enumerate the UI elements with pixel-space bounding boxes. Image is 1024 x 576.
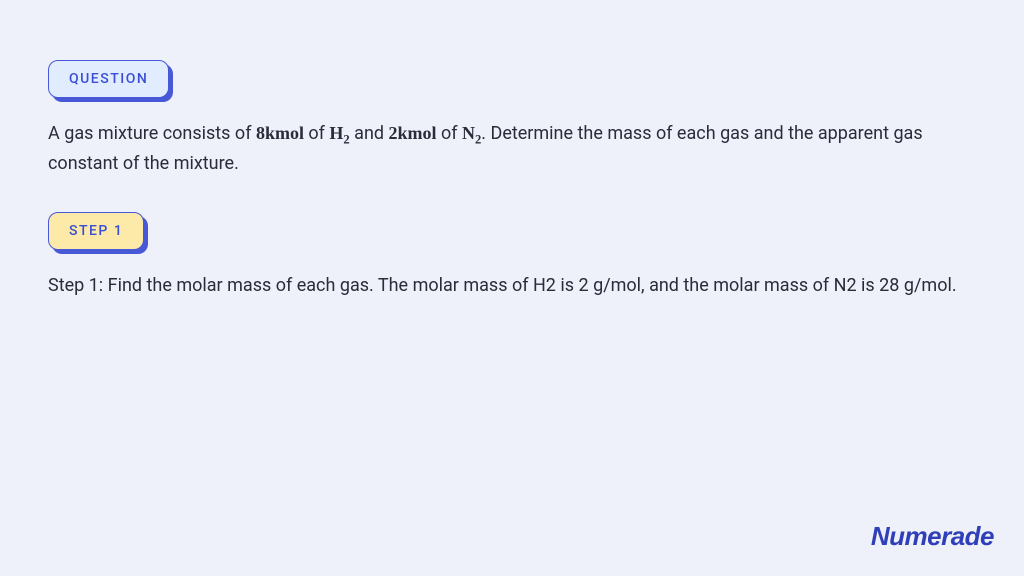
question-gas1-base: H — [329, 123, 343, 143]
numerade-logo: Numerade — [871, 521, 994, 552]
question-of1: of — [304, 123, 329, 144]
question-amt2: 2kmol — [389, 123, 437, 143]
question-of2: of — [437, 123, 462, 144]
question-badge: QUESTION — [48, 60, 169, 98]
question-text-pre1: A gas mixture consists of — [48, 123, 256, 144]
question-mid: and — [350, 123, 389, 144]
step1-text: Step 1: Find the molar mass of each gas.… — [48, 272, 976, 300]
question-gas2-base: N — [462, 123, 475, 143]
question-text: A gas mixture consists of 8kmol of H2 an… — [48, 120, 976, 178]
slide-content: QUESTION A gas mixture consists of 8kmol… — [0, 0, 1024, 300]
question-badge-wrap: QUESTION — [48, 60, 169, 98]
step1-badge-wrap: STEP 1 — [48, 212, 144, 250]
question-amt1: 8kmol — [256, 123, 304, 143]
step1-badge: STEP 1 — [48, 212, 144, 250]
